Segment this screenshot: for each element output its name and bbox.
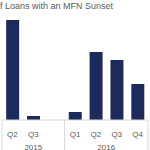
svg-text:Q3: Q3 bbox=[28, 130, 39, 139]
svg-text:2016: 2016 bbox=[97, 143, 115, 150]
svg-text:Q3: Q3 bbox=[111, 130, 122, 139]
svg-text:Q1: Q1 bbox=[70, 130, 81, 139]
html-text:f Loans with an MFN Sunset: f Loans with an MFN Sunset bbox=[0, 1, 114, 11]
svg-text:2015: 2015 bbox=[24, 143, 42, 150]
svg-text:Q2: Q2 bbox=[91, 130, 102, 139]
svg-text:Q4: Q4 bbox=[132, 130, 142, 139]
svg-text:Q2: Q2 bbox=[8, 130, 18, 139]
